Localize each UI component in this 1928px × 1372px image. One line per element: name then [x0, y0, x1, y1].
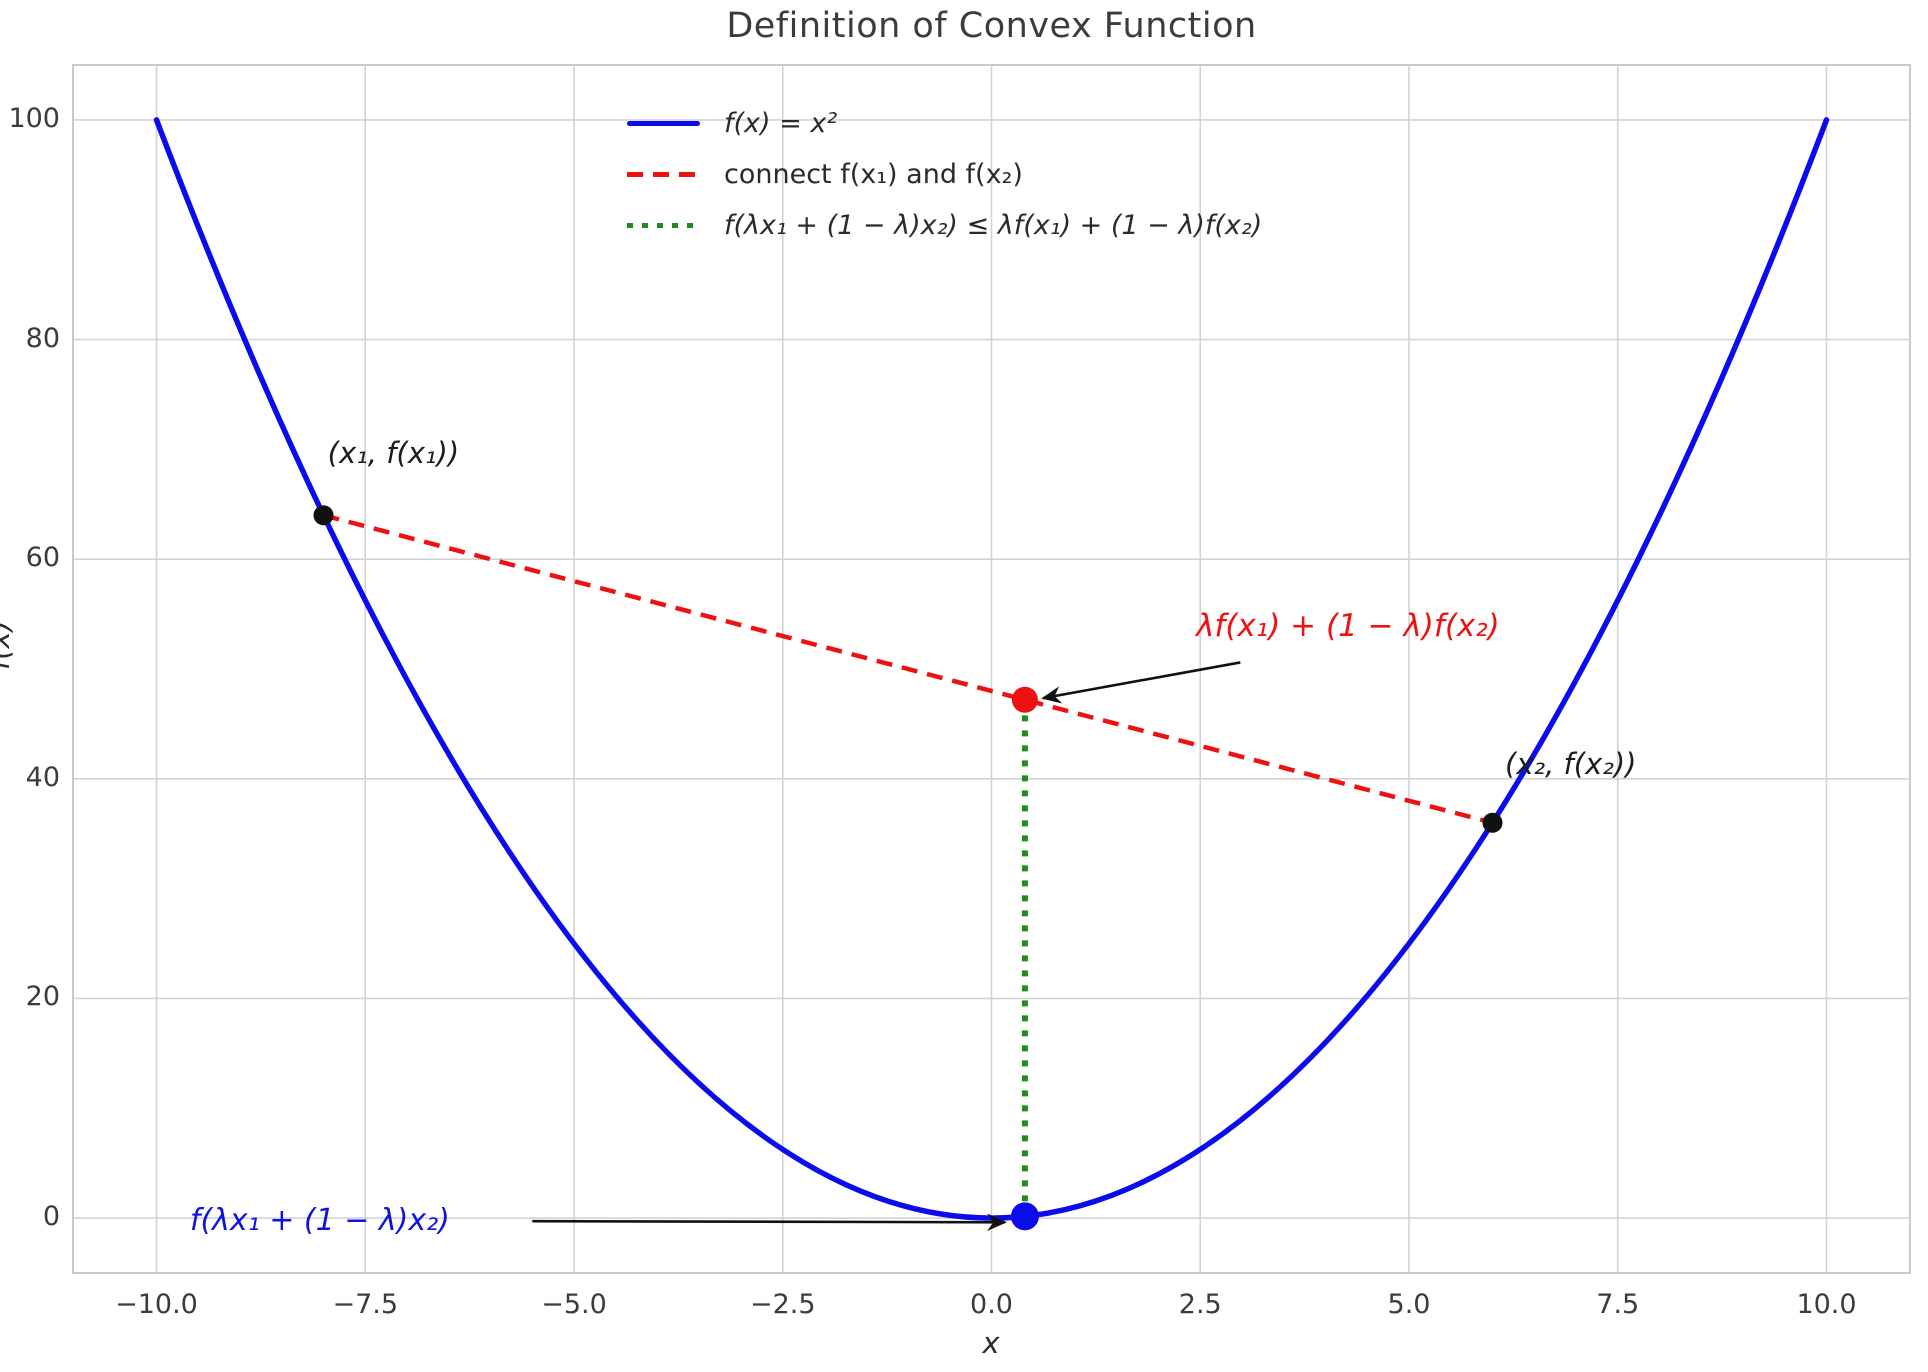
- annotation-x1-point: (x₁, f(x₁)): [327, 436, 460, 471]
- point-x2: [1482, 812, 1503, 833]
- legend-swatch-dashed-line: [627, 172, 700, 177]
- point-chord: [1011, 686, 1038, 713]
- y-tick-label: 100: [8, 102, 60, 134]
- arrow-to-curve-point: [532, 1213, 1007, 1231]
- legend-swatch-dotted-line: [627, 223, 700, 228]
- legend-label: f(x) = x²: [724, 108, 838, 139]
- x-tick-label: −7.5: [332, 1289, 399, 1320]
- x-tick-label: −5.0: [541, 1289, 607, 1320]
- legend-label: f(λx₁ + (1 − λ)x₂) ≤ λf(x₁) + (1 − λ)f(x…: [724, 210, 1263, 241]
- x-tick-label: 7.5: [1596, 1289, 1640, 1320]
- x-tick-label: 2.5: [1178, 1289, 1222, 1320]
- chart-title: Definition of Convex Function: [726, 6, 1257, 46]
- y-tick-label: 0: [42, 1201, 60, 1233]
- y-tick-label: 20: [25, 981, 60, 1013]
- x-tick-label: 5.0: [1387, 1289, 1431, 1320]
- x-tick-label: 0.0: [970, 1289, 1013, 1320]
- legend-item-inequality: f(λx₁ + (1 − λ)x₂) ≤ λf(x₁) + (1 − λ)f(x…: [627, 200, 1262, 251]
- x-tick-label: 10.0: [1796, 1289, 1857, 1320]
- legend-item-chord: connect f(x₁) and f(x₂): [627, 149, 1262, 200]
- legend-item-curve: f(x) = x²: [627, 98, 1262, 149]
- legend-swatch-solid-line: [627, 121, 700, 126]
- legend: f(x) = x² connect f(x₁) and f(x₂) f(λx₁ …: [627, 98, 1262, 251]
- y-axis-label: f(x): [0, 620, 16, 670]
- arrow-to-chord-point: [1041, 661, 1241, 704]
- y-tick-label: 80: [25, 322, 60, 354]
- annotation-x2-point: (x₂, f(x₂)): [1505, 746, 1637, 781]
- annotation-function-value: f(λx₁ + (1 − λ)x₂): [189, 1203, 450, 1239]
- annotation-chord-value: λf(x₁) + (1 − λ)f(x₂): [1196, 607, 1500, 644]
- legend-label: connect f(x₁) and f(x₂): [724, 159, 1023, 190]
- point-x1: [313, 505, 334, 526]
- x-tick-label: −10.0: [115, 1289, 198, 1320]
- point-curve: [1010, 1202, 1039, 1231]
- y-tick-label: 60: [25, 542, 60, 574]
- x-axis-label: x: [982, 1326, 1000, 1360]
- y-tick-label: 40: [25, 761, 60, 793]
- x-tick-label: −2.5: [749, 1289, 816, 1320]
- chord-dashed-line: [322, 513, 1494, 825]
